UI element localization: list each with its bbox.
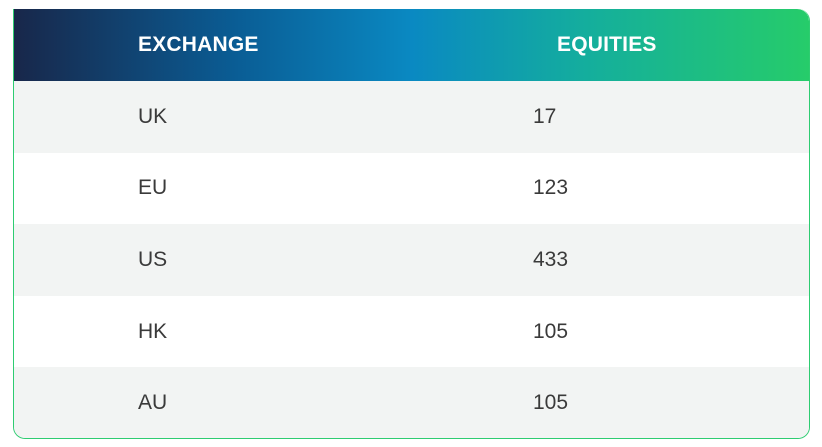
header-exchange: EXCHANGE bbox=[138, 33, 259, 56]
cell-exchange: US bbox=[138, 247, 168, 271]
table-row: US 433 bbox=[14, 224, 809, 296]
cell-exchange: UK bbox=[138, 104, 168, 128]
cell-equities: 433 bbox=[533, 247, 569, 271]
table-row: UK 17 bbox=[14, 81, 809, 153]
header-equities: EQUITIES bbox=[557, 33, 657, 56]
cell-equities: 105 bbox=[533, 319, 569, 343]
cell-exchange: AU bbox=[138, 391, 168, 415]
cell-equities: 17 bbox=[533, 104, 557, 128]
table-header: EXCHANGE EQUITIES bbox=[14, 9, 809, 81]
table-row: HK 105 bbox=[14, 296, 809, 368]
cell-equities: 123 bbox=[533, 176, 569, 200]
exchange-equities-table: EXCHANGE EQUITIES UK 17 EU 123 US 433 HK… bbox=[13, 9, 810, 439]
table-row: EU 123 bbox=[14, 153, 809, 225]
cell-exchange: EU bbox=[138, 176, 168, 200]
cell-exchange: HK bbox=[138, 319, 168, 343]
cell-equities: 105 bbox=[533, 391, 569, 415]
table-row: AU 105 bbox=[14, 367, 809, 438]
